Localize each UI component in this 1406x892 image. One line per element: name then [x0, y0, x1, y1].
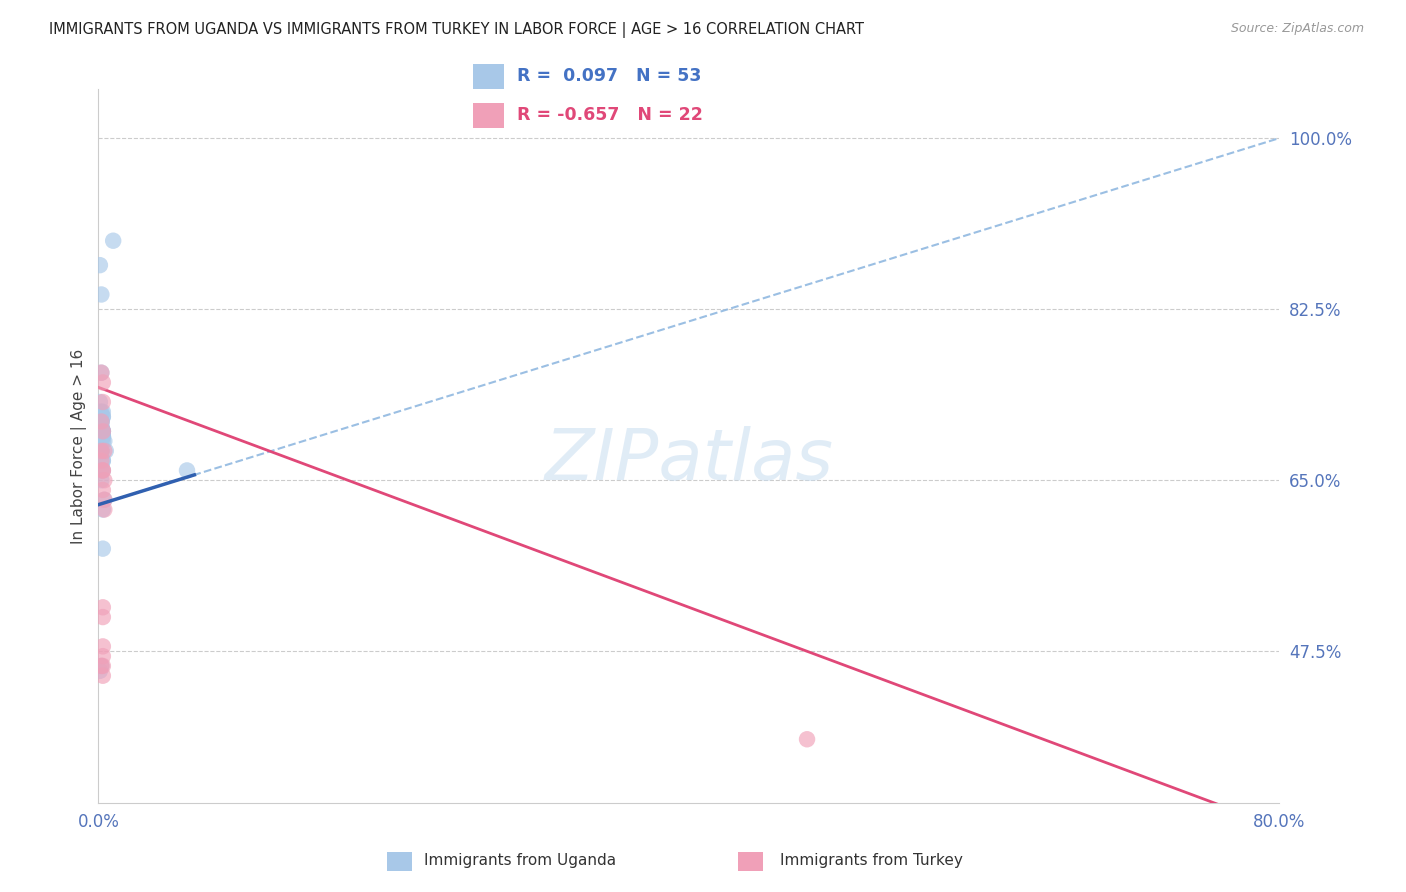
Point [796, 732, 818, 747]
Point [89, 425, 111, 439]
Point [91, 669, 114, 683]
Point [91, 425, 114, 439]
Point [90, 425, 112, 439]
Point [89, 443, 111, 458]
Point [90, 287, 112, 301]
Point [90, 415, 112, 429]
Point [90, 659, 112, 673]
Point [91, 425, 114, 439]
Point [91, 483, 114, 497]
Point [93, 492, 115, 507]
Point [91, 453, 114, 467]
Text: Immigrants from Uganda: Immigrants from Uganda [425, 854, 616, 868]
Point [91, 429, 114, 443]
Point [90, 443, 112, 458]
Point [93, 434, 115, 449]
Point [90, 419, 112, 434]
Point [176, 463, 198, 477]
Point [89, 425, 111, 439]
Point [91, 463, 114, 477]
Point [91, 649, 114, 664]
Point [90, 443, 112, 458]
Point [90, 425, 112, 439]
Point [89, 395, 111, 409]
Point [91, 659, 114, 673]
Point [90, 419, 112, 434]
Point [90, 415, 112, 429]
Point [91, 640, 114, 654]
Point [90, 463, 112, 477]
Text: IMMIGRANTS FROM UGANDA VS IMMIGRANTS FROM TURKEY IN LABOR FORCE | AGE > 16 CORRE: IMMIGRANTS FROM UGANDA VS IMMIGRANTS FRO… [49, 22, 865, 38]
Point [90, 659, 112, 673]
Point [90, 453, 112, 467]
Point [89, 415, 111, 429]
Text: ZIPatlas: ZIPatlas [544, 425, 834, 495]
Point [90, 429, 112, 443]
Point [91, 409, 114, 424]
Bar [474, 63, 505, 89]
Point [91, 425, 114, 439]
Point [91, 463, 114, 477]
Point [91, 434, 114, 449]
Point [89, 405, 111, 419]
Point [103, 234, 125, 248]
Point [91, 409, 114, 424]
Point [91, 376, 114, 390]
Point [90, 419, 112, 434]
Point [93, 492, 115, 507]
Point [91, 453, 114, 467]
Text: Immigrants from Turkey: Immigrants from Turkey [780, 854, 963, 868]
Point [90, 425, 112, 439]
Point [90, 434, 112, 449]
Point [90, 443, 112, 458]
Text: R =  0.097   N = 53: R = 0.097 N = 53 [516, 68, 702, 86]
Point [90, 443, 112, 458]
Point [93, 502, 115, 516]
Point [91, 502, 114, 516]
Point [91, 541, 114, 556]
Point [91, 463, 114, 477]
Point [89, 664, 111, 678]
Point [90, 415, 112, 429]
Point [89, 425, 111, 439]
Point [91, 425, 114, 439]
Point [90, 415, 112, 429]
Text: Source: ZipAtlas.com: Source: ZipAtlas.com [1230, 22, 1364, 36]
Point [90, 366, 112, 380]
Y-axis label: In Labor Force | Age > 16: In Labor Force | Age > 16 [72, 349, 87, 543]
Point [91, 429, 114, 443]
Point [89, 409, 111, 424]
Point [91, 395, 114, 409]
Point [90, 473, 112, 487]
Point [89, 425, 111, 439]
Point [93, 443, 115, 458]
Point [91, 425, 114, 439]
Point [94, 443, 117, 458]
Point [93, 473, 115, 487]
Point [91, 600, 114, 615]
Point [89, 258, 111, 272]
Text: R = -0.657   N = 22: R = -0.657 N = 22 [516, 106, 703, 124]
Point [91, 429, 114, 443]
Point [90, 366, 112, 380]
Bar [474, 103, 505, 128]
Point [90, 405, 112, 419]
Point [91, 610, 114, 624]
Point [91, 405, 114, 419]
Point [90, 415, 112, 429]
